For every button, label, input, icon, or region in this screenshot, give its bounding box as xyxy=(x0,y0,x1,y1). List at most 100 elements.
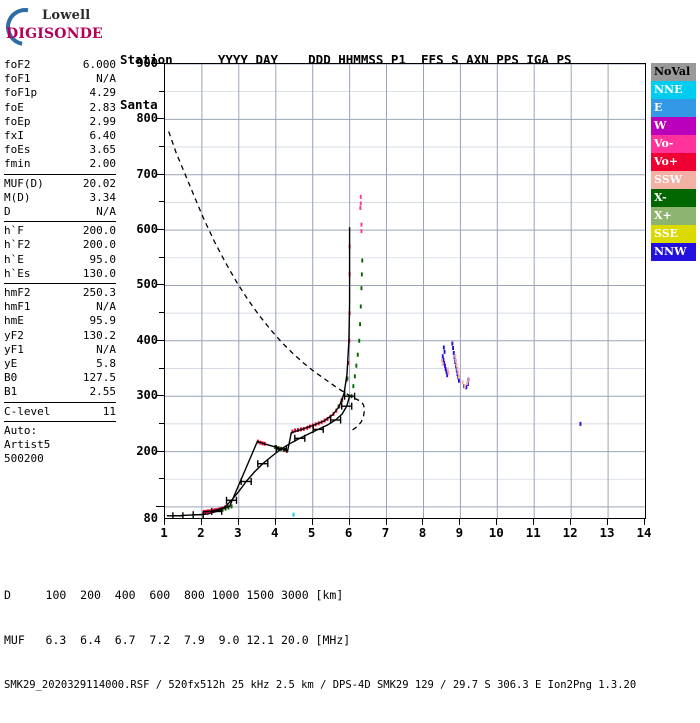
param-value: N/A xyxy=(96,300,116,314)
param-group-0: foF2 6.000 foF1 N/A foF1p 4.29 foE 2.83 foEp 2.99… xyxy=(4,58,116,175)
param-row-hmf2: hmF2 250.3 xyxy=(4,286,116,300)
legend-item-x[interactable]: X- xyxy=(651,189,696,207)
param-value: 95.9 xyxy=(89,314,117,328)
legend-label: SSE xyxy=(654,227,679,240)
legend-item-w[interactable]: W xyxy=(651,117,696,135)
param-key: B0 xyxy=(4,371,18,385)
ionogram-plot[interactable] xyxy=(164,63,646,519)
legend-item-x[interactable]: X+ xyxy=(651,207,696,225)
y-tick-mark xyxy=(159,478,164,480)
y-tick-mark xyxy=(156,63,164,64)
param-value: N/A xyxy=(96,205,116,219)
param-value: 3.34 xyxy=(89,190,117,204)
ionogram-canvas xyxy=(165,64,645,518)
legend-item-sse[interactable]: SSE xyxy=(651,225,696,243)
param-group-4: C-level 11 xyxy=(4,405,116,422)
legend-label: NoVal xyxy=(654,65,691,78)
lowell-digisonde-logo: Lowell DIGISONDE xyxy=(0,0,124,54)
series-isolated-nnw-echo xyxy=(579,421,582,426)
param-row-hme: hmE 95.9 xyxy=(4,314,116,328)
param-key: hmF2 xyxy=(4,286,31,300)
param-row-fmin: fmin 2.00 xyxy=(4,157,116,171)
y-tick-mark xyxy=(156,118,164,120)
param-key: foEs xyxy=(4,143,31,157)
x-tick-label-14: 14 xyxy=(636,525,652,540)
param-key: MUF(D) xyxy=(4,176,44,190)
legend-item-vo[interactable]: Vo- xyxy=(651,135,696,153)
series-isolated-nne-echo xyxy=(292,512,295,517)
param-value: N/A xyxy=(96,342,116,356)
x-tick-label-11: 11 xyxy=(525,525,541,540)
y-tick-mark xyxy=(159,367,164,369)
y-tick-mark xyxy=(156,229,164,231)
param-key: B1 xyxy=(4,385,18,399)
legend-item-nne[interactable]: NNE xyxy=(651,81,696,99)
y-tick-label-500: 500 xyxy=(136,277,158,292)
param-value: 2.00 xyxy=(89,157,117,171)
param-value: 2.55 xyxy=(89,385,117,399)
param-key: h`F xyxy=(4,224,24,238)
legend-item-nnw[interactable]: NNW xyxy=(651,243,696,261)
series-nnw-oblique-echoes xyxy=(441,341,470,390)
param-row-mufd: MUF(D) 20.02 xyxy=(4,177,116,191)
y-tick-mark xyxy=(156,450,164,452)
legend-label: E xyxy=(654,101,663,114)
param-key: yF1 xyxy=(4,342,24,356)
x-tick-label-6: 6 xyxy=(344,525,353,540)
legend-label: SSW xyxy=(654,173,682,186)
param-key: foEp xyxy=(4,114,31,128)
param-key: foE xyxy=(4,100,24,114)
x-tick-mark xyxy=(459,518,461,525)
y-tick-label-600: 600 xyxy=(136,222,158,237)
param-row-hmf1: hmF1 N/A xyxy=(4,300,116,314)
x-tick-label-5: 5 xyxy=(307,525,316,540)
x-tick-mark xyxy=(237,518,239,525)
x-tick-mark xyxy=(385,518,387,525)
param-row-clevel: C-level 11 xyxy=(4,405,116,419)
param-row-ye: yE 5.8 xyxy=(4,357,116,371)
legend-label: X+ xyxy=(654,209,672,222)
x-tick-label-9: 9 xyxy=(455,525,464,540)
param-row-foe: foE 2.83 xyxy=(4,101,116,115)
y-tick-label-300: 300 xyxy=(136,388,158,403)
y-tick-mark xyxy=(159,256,164,258)
param-row-yf1: yF1 N/A xyxy=(4,343,116,357)
y-tick-mark xyxy=(159,146,164,148)
param-value: 127.5 xyxy=(82,371,116,385)
x-tick-label-10: 10 xyxy=(488,525,504,540)
param-value: 4.29 xyxy=(89,86,117,100)
x-tick-mark xyxy=(607,518,609,525)
param-key: D xyxy=(4,205,11,219)
legend-item-vo[interactable]: Vo+ xyxy=(651,153,696,171)
series-true-height-electron-density-profile xyxy=(166,392,356,518)
y-tick-label-700: 700 xyxy=(136,166,158,181)
logo-digisonde-text: DIGISONDE xyxy=(6,26,103,42)
legend-item-e[interactable]: E xyxy=(651,99,696,117)
y-tick-mark xyxy=(156,339,164,341)
y-tick-mark xyxy=(159,90,164,92)
legend-label: Vo+ xyxy=(654,155,679,168)
series-x-trace-echoes-x-x- xyxy=(218,258,364,513)
x-tick-mark xyxy=(311,518,313,525)
param-row-yf2: yF2 130.2 xyxy=(4,329,116,343)
legend-item-noval[interactable]: NoVal xyxy=(651,63,696,81)
legend-label: NNE xyxy=(654,83,683,96)
param-value: 95.0 xyxy=(89,252,117,266)
x-tick-mark xyxy=(200,518,202,525)
x-tick-label-3: 3 xyxy=(234,525,242,540)
param-row-d: D N/A xyxy=(4,205,116,219)
x-tick-label-13: 13 xyxy=(599,525,615,540)
x-tick-mark xyxy=(570,518,572,525)
y-tick-label-900: 900 xyxy=(136,56,158,70)
series-vo-echoes-upper-f-region- xyxy=(359,194,363,234)
param-value: 5.8 xyxy=(96,357,116,371)
param-key: h`Es xyxy=(4,266,31,280)
y-tick-mark xyxy=(159,312,164,314)
ionospheric-parameters-panel: foF2 6.000 foF1 N/A foF1p 4.29 foE 2.83 foEp 2.99… xyxy=(4,58,116,470)
param-key: foF2 xyxy=(4,58,31,71)
series-scaled-trace-black-profile-overlay- xyxy=(203,227,351,513)
param-key: C-level xyxy=(4,404,51,418)
legend-label: NNW xyxy=(654,245,687,258)
param-row-b1: B1 2.55 xyxy=(4,385,116,399)
legend-item-ssw[interactable]: SSW xyxy=(651,171,696,189)
